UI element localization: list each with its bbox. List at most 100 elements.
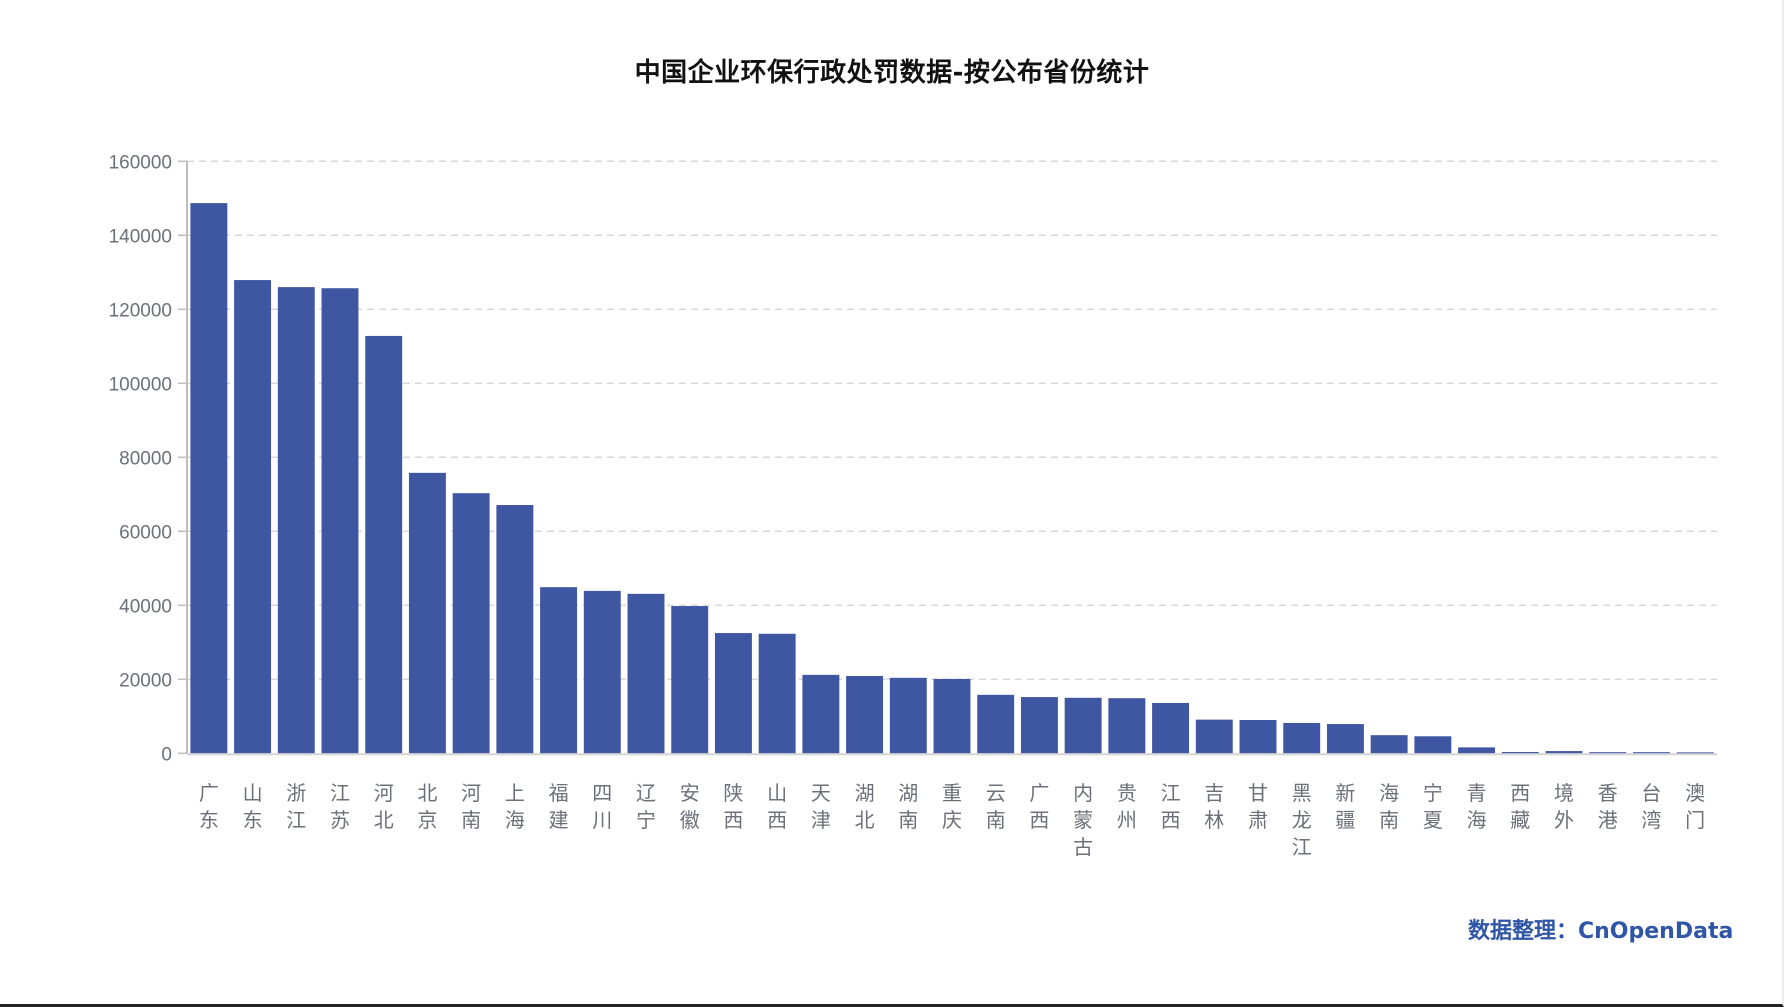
x-tick-label: 甘 (1248, 781, 1268, 805)
bar-云南[interactable] (977, 694, 1015, 754)
y-tick-label: 100000 (109, 374, 172, 395)
x-tick-label: 西 (1029, 808, 1049, 832)
bar-广东[interactable] (190, 203, 228, 754)
bar-香港[interactable] (1589, 752, 1627, 754)
x-tick-label: 津 (811, 808, 831, 832)
bar-四川[interactable] (583, 590, 621, 754)
bar-辽宁[interactable] (627, 593, 665, 754)
bar-贵州[interactable] (1108, 698, 1146, 754)
x-tick-label: 宁 (636, 808, 656, 832)
bar-浙江[interactable] (277, 287, 315, 754)
y-axis: 0 20000 40000 60000 80000 100000 120000 140000 1… (109, 152, 188, 765)
x-tick-label: 湾 (1641, 808, 1661, 832)
bar-北京[interactable] (408, 472, 446, 754)
x-tick-label: 南 (898, 808, 918, 832)
x-tick-label: 西 (767, 808, 787, 832)
x-tick-label: 藏 (1510, 808, 1530, 832)
x-tick-label: 湖 (855, 781, 875, 805)
x-tick-label: 州 (1117, 808, 1137, 832)
bar-境外[interactable] (1545, 751, 1583, 754)
x-tick-label: 山 (767, 781, 787, 805)
x-tick-label: 新 (1335, 781, 1355, 805)
x-tick-label: 安 (680, 781, 700, 805)
x-tick-label: 建 (549, 808, 569, 832)
x-tick-label: 海 (1379, 781, 1399, 805)
x-tick-label: 古 (1073, 835, 1093, 859)
x-tick-label: 南 (461, 808, 481, 832)
bar-陕西[interactable] (714, 633, 752, 754)
x-tick-label: 江 (330, 781, 350, 805)
y-tick-label: 80000 (119, 448, 172, 469)
bar-西藏[interactable] (1501, 752, 1539, 754)
x-tick-label: 西 (1161, 808, 1181, 832)
x-tick-label: 吉 (1204, 781, 1224, 805)
x-tick-label: 外 (1554, 808, 1574, 832)
y-tick-label: 140000 (109, 226, 172, 247)
bar-河北[interactable] (365, 335, 403, 754)
bar-重庆[interactable] (933, 678, 971, 754)
x-tick-label: 重 (942, 781, 962, 805)
x-tick-label: 北 (374, 808, 394, 832)
bar-海南[interactable] (1370, 735, 1408, 754)
x-tick-label: 东 (243, 808, 263, 832)
bar-湖南[interactable] (889, 677, 927, 754)
bar-安徽[interactable] (671, 606, 709, 754)
x-tick-label: 香 (1598, 781, 1618, 805)
bar-上海[interactable] (496, 505, 534, 754)
x-tick-label: 辽 (636, 781, 656, 805)
chart-title: 中国企业环保行政处罚数据-按公布省份统计 (634, 58, 1150, 88)
x-tick-label: 广 (1029, 781, 1049, 805)
x-tick-label: 河 (374, 781, 394, 805)
x-tick-label: 西 (723, 808, 743, 832)
x-tick-label: 天 (811, 781, 831, 805)
bar-广西[interactable] (1020, 697, 1058, 754)
gridlines (187, 160, 1717, 681)
x-tick-label: 庆 (942, 808, 962, 832)
bar-河南[interactable] (452, 493, 490, 754)
x-tick-label: 浙 (286, 781, 306, 805)
bar-湖北[interactable] (846, 675, 884, 754)
y-tick-label: 0 (161, 744, 172, 765)
bar-青海[interactable] (1458, 747, 1496, 754)
y-tick-label: 60000 (119, 522, 172, 543)
x-tick-label: 黑 (1292, 781, 1312, 805)
x-tick-label: 河 (461, 781, 481, 805)
x-tick-label: 上 (505, 781, 525, 805)
x-tick-label: 肃 (1248, 808, 1268, 832)
x-tick-label: 夏 (1423, 808, 1443, 832)
bar-山西[interactable] (758, 633, 796, 754)
x-tick-label: 青 (1467, 781, 1487, 805)
x-tick-label: 江 (1161, 781, 1181, 805)
x-tick-label: 云 (986, 781, 1006, 805)
x-tick-label: 广 (199, 781, 219, 805)
x-tick-label: 港 (1598, 808, 1618, 832)
x-tick-label: 江 (1292, 835, 1312, 859)
bar-台湾[interactable] (1632, 752, 1670, 754)
x-tick-label: 川 (592, 808, 612, 832)
x-tick-label: 陕 (723, 781, 743, 805)
bar-吉林[interactable] (1195, 719, 1233, 754)
x-tick-label: 南 (986, 808, 1006, 832)
bar-福建[interactable] (540, 587, 578, 754)
bar-江西[interactable] (1152, 702, 1190, 754)
bar-甘肃[interactable] (1239, 720, 1277, 754)
bar-新疆[interactable] (1326, 724, 1364, 754)
bars (190, 203, 1714, 754)
x-tick-label: 海 (1467, 808, 1487, 832)
bar-宁夏[interactable] (1414, 736, 1452, 754)
y-tick-label: 160000 (109, 152, 172, 173)
data-credit: 数据整理：CnOpenData (1468, 919, 1734, 944)
x-axis: 广东山东浙江江苏河北北京河南上海福建四川辽宁安徽陕西山西天津湖北湖南重庆云南广西… (187, 753, 1717, 859)
bar-江苏[interactable] (321, 288, 359, 754)
x-tick-label: 澳 (1685, 781, 1705, 805)
bar-内蒙古[interactable] (1064, 697, 1102, 754)
bar-山东[interactable] (234, 280, 272, 754)
y-tick-label: 120000 (109, 300, 172, 321)
bar-澳门[interactable] (1676, 752, 1714, 754)
x-tick-label: 山 (243, 781, 263, 805)
bar-黑龙江[interactable] (1283, 722, 1321, 754)
bar-天津[interactable] (802, 674, 840, 754)
x-tick-label: 四 (592, 781, 612, 805)
y-tick-label: 20000 (119, 670, 172, 691)
